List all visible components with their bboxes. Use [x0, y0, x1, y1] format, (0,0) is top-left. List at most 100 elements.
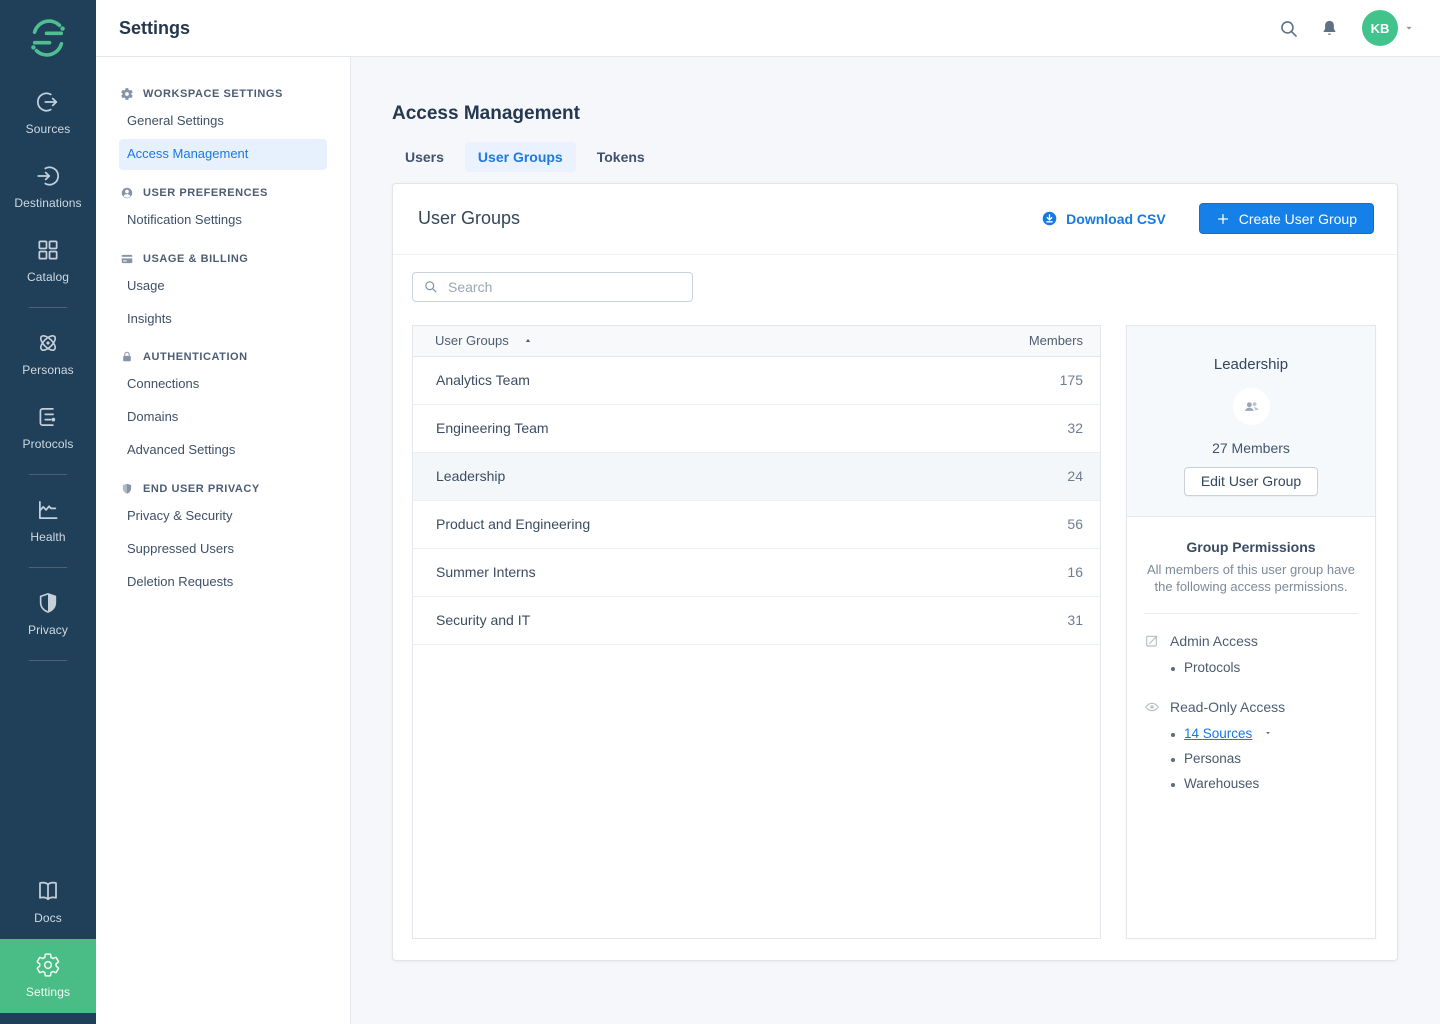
subnav-item-privacy-security[interactable]: Privacy & Security [127, 508, 233, 524]
rail-item-health[interactable]: Health [0, 484, 96, 558]
catalog-icon [35, 237, 61, 263]
destinations-icon [35, 163, 61, 189]
user-groups-table: User Groups Members Analytics Team 175 E… [412, 324, 1101, 939]
settings-subnav: WORKSPACE SETTINGS General Settings Acces… [96, 57, 351, 1024]
sort-asc-icon [523, 336, 533, 346]
group-name: Engineering Team [436, 420, 549, 437]
subnav-item-general-settings[interactable]: General Settings [127, 113, 224, 128]
card-title: User Groups [418, 208, 521, 229]
column-user-groups[interactable]: User Groups [435, 333, 533, 348]
rail-item-label: Settings [25, 985, 71, 999]
permission-item-14-sources[interactable]: 14 Sources [1171, 721, 1358, 746]
rail-item-label: Personas [22, 363, 74, 377]
create-user-group-button[interactable]: Create User Group [1198, 203, 1374, 235]
rail-item-docs[interactable]: Docs [0, 865, 96, 939]
group-members-count: 175 [1059, 372, 1083, 389]
bell-icon[interactable] [1319, 18, 1340, 39]
rail-item-privacy[interactable]: Privacy [0, 577, 96, 651]
group-name: Security and IT [436, 612, 531, 629]
people-icon [1242, 397, 1261, 416]
rail-item-catalog[interactable]: Catalog [0, 224, 96, 298]
subnav-item-connections[interactable]: Connections [127, 376, 200, 392]
tab-user-groups[interactable]: User Groups [464, 141, 576, 172]
table-row-engineering-team[interactable]: Engineering Team 32 [413, 404, 1100, 453]
subnav-item-access-management[interactable]: Access Management [119, 138, 327, 170]
subnav-item-suppressed-users[interactable]: Suppressed Users [127, 541, 234, 557]
card-header: User Groups Download CSV Create User Gro… [393, 184, 1397, 255]
search-input[interactable] [446, 277, 682, 296]
group-members-count: 31 [1067, 612, 1083, 629]
search-icon[interactable] [1278, 18, 1299, 39]
tab-tokens[interactable]: Tokens [596, 148, 645, 165]
rail-item-label: Docs [34, 911, 62, 925]
readonly-access-header: Read-Only Access [1144, 699, 1358, 715]
group-members-count: 32 [1067, 420, 1083, 437]
subnav-section-end-user-privacy: END USER PRIVACY Privacy & Security Suppr… [96, 482, 350, 598]
lower-region: WORKSPACE SETTINGS General Settings Acces… [96, 57, 1440, 1024]
subnav-item-usage[interactable]: Usage [127, 277, 165, 293]
subnav-item-advanced-settings[interactable]: Advanced Settings [127, 442, 236, 458]
chevron-down-icon [1402, 21, 1416, 35]
divider [1144, 612, 1358, 614]
search-box [412, 271, 693, 302]
subnav-section-workspace-settings: WORKSPACE SETTINGS General Settings Acces… [96, 87, 350, 170]
subnav-section-title: USAGE & BILLING [143, 252, 249, 265]
rail-item-sources[interactable]: Sources [0, 76, 96, 150]
permission-item-personas: Personas [1171, 746, 1358, 771]
column-members: Members [1028, 333, 1083, 349]
lock-icon [120, 350, 134, 364]
group-name: Leadership [1213, 355, 1289, 373]
rail-item-protocols[interactable]: Protocols [0, 391, 96, 465]
subnav-item-domains[interactable]: Domains [127, 409, 179, 425]
group-permissions: Group Permissions All members of this us… [1127, 517, 1375, 818]
edit-icon [1144, 633, 1160, 649]
download-csv-button[interactable]: Download CSV [1035, 209, 1172, 228]
tab-users[interactable]: Users [405, 148, 444, 165]
permissions-title: Group Permissions [1186, 538, 1316, 555]
avatar: KB [1362, 10, 1398, 46]
group-name: Summer Interns [436, 564, 536, 581]
topbar-actions: KB [1278, 10, 1416, 46]
rail-item-destinations[interactable]: Destinations [0, 150, 96, 224]
docs-icon [35, 878, 61, 904]
subnav-section-header: WORKSPACE SETTINGS [96, 87, 350, 101]
health-icon [35, 497, 61, 523]
rail-item-personas[interactable]: Personas [0, 317, 96, 391]
subnav-section-title: END USER PRIVACY [143, 483, 260, 496]
download-csv-label: Download CSV [1066, 210, 1166, 227]
table-row-product-and-engineering[interactable]: Product and Engineering 56 [413, 500, 1100, 549]
subnav-item-deletion-requests[interactable]: Deletion Requests [127, 573, 234, 589]
group-name: Leadership [436, 468, 506, 485]
eye-icon [1144, 699, 1160, 715]
table-row-summer-interns[interactable]: Summer Interns 16 [413, 548, 1100, 597]
group-members-label: 27 Members [1212, 439, 1290, 456]
group-avatar [1232, 387, 1270, 425]
sources-link[interactable]: 14 Sources [1184, 725, 1253, 741]
rail-item-settings[interactable]: Settings [0, 939, 96, 1013]
subnav-item-insights[interactable]: Insights [127, 310, 172, 326]
table-row-leadership[interactable]: Leadership 24 [413, 452, 1100, 501]
table-empty-space [413, 645, 1100, 938]
segment-logo[interactable] [0, 0, 96, 76]
main-content: Access Management Users User Groups Tokens… [351, 57, 1440, 1024]
subnav-section-title: WORKSPACE SETTINGS [143, 88, 283, 100]
account-menu[interactable]: KB [1362, 10, 1416, 46]
user-icon [120, 186, 134, 200]
subnav-section-usage-billing: USAGE & BILLING Usage Insights [96, 252, 350, 335]
rail-item-label: Catalog [26, 270, 70, 284]
table-row-security-and-it[interactable]: Security and IT 31 [413, 596, 1100, 645]
rail-divider [29, 307, 67, 308]
page-title: Access Management [392, 102, 580, 124]
caret-down-icon [1263, 728, 1273, 738]
admin-access-list: Protocols [1144, 655, 1358, 680]
card-body: User Groups Members Analytics Team 175 E… [393, 255, 1397, 939]
table-row-analytics-team[interactable]: Analytics Team 175 [413, 356, 1100, 405]
privacy-icon [35, 590, 61, 616]
rail-divider [29, 660, 67, 661]
subnav-item-notification-settings[interactable]: Notification Settings [127, 211, 242, 227]
create-user-group-label: Create User Group [1238, 210, 1357, 227]
rail-divider [29, 474, 67, 475]
edit-user-group-button[interactable]: Edit User Group [1183, 466, 1319, 496]
subnav-section-header: USAGE & BILLING [96, 252, 350, 266]
